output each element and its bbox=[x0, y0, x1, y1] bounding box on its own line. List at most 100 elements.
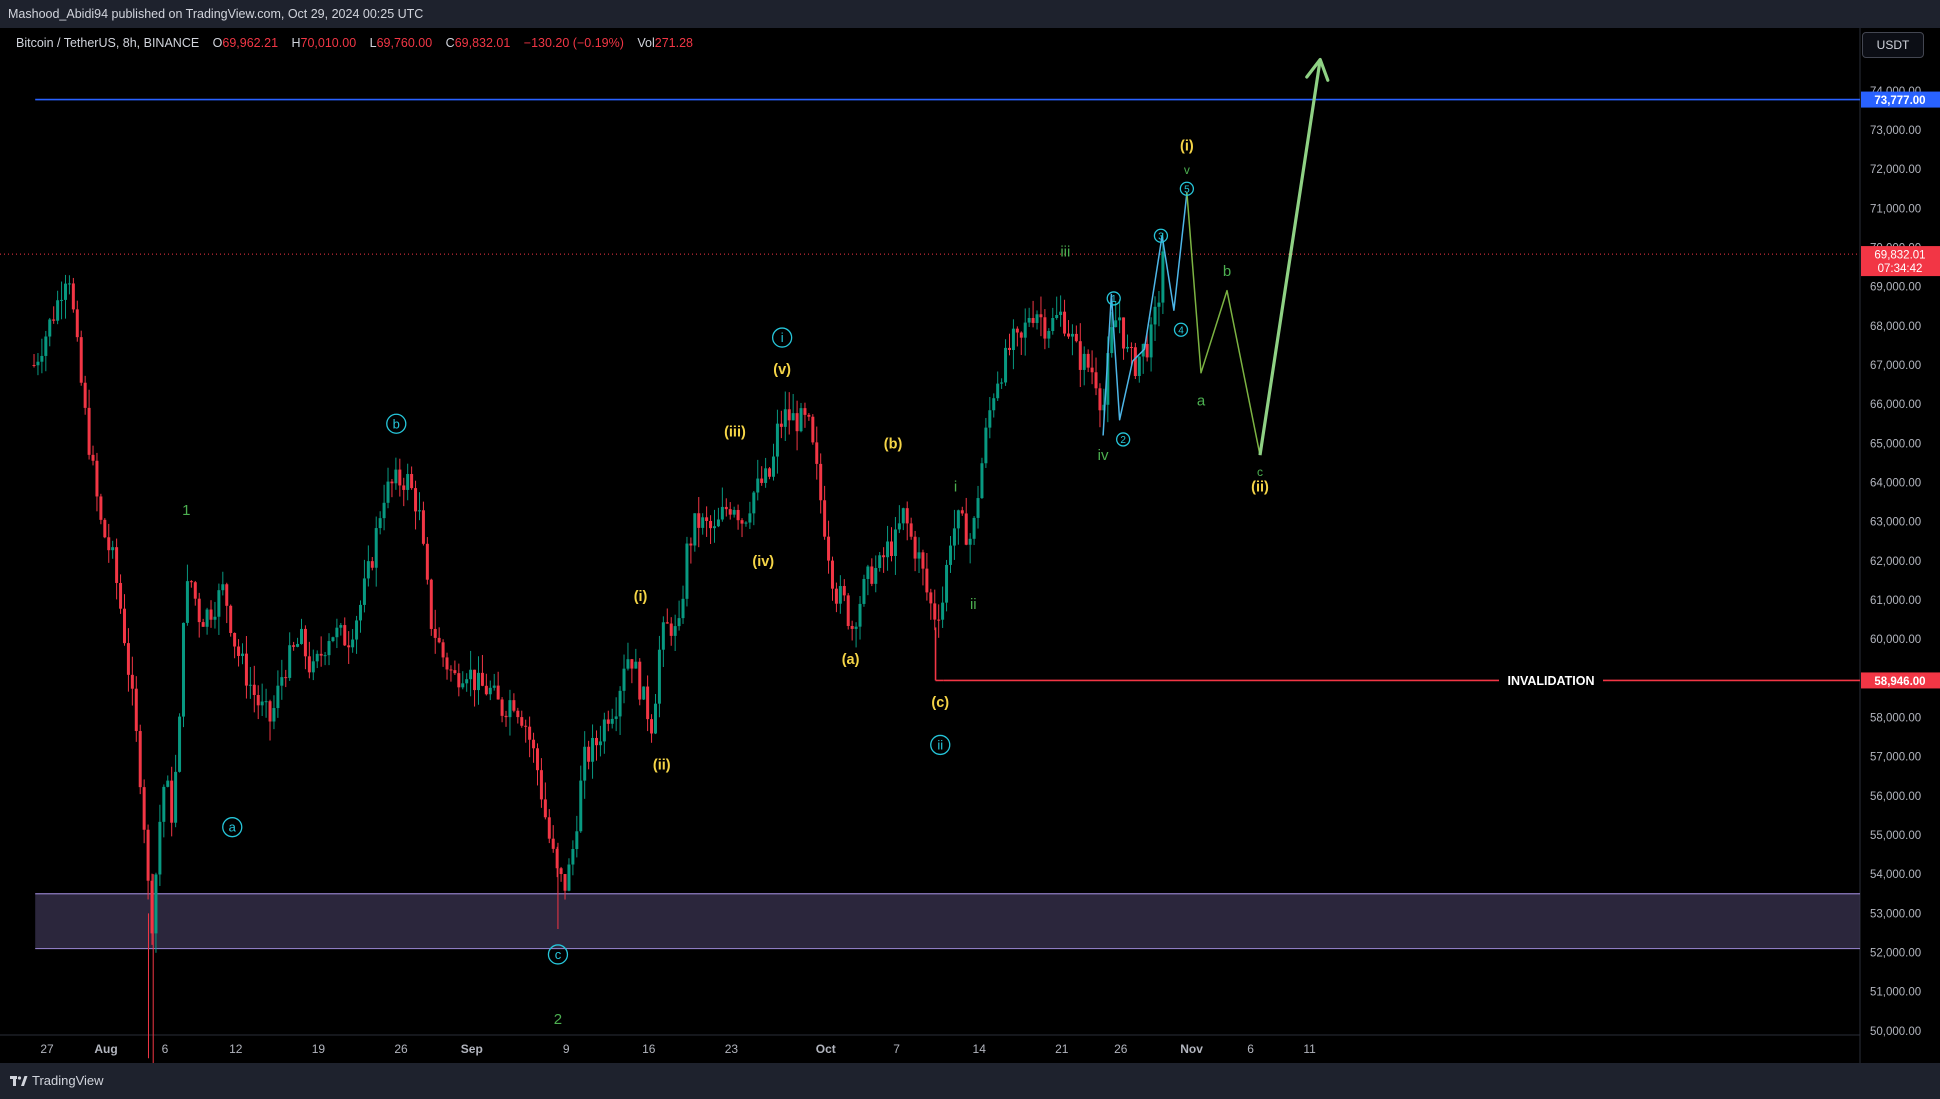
time-axis-label: 27 bbox=[40, 1042, 54, 1056]
candle-body bbox=[1149, 324, 1153, 358]
candle-body bbox=[181, 622, 185, 717]
candle-body bbox=[197, 598, 201, 623]
time-axis-label: Nov bbox=[1180, 1042, 1203, 1056]
candle-body bbox=[374, 528, 378, 568]
symbol-title: Bitcoin / TetherUS, 8h, BINANCE bbox=[16, 36, 200, 50]
candle-body bbox=[677, 618, 681, 627]
wave-label: (i) bbox=[634, 589, 648, 605]
candle-body bbox=[886, 541, 890, 558]
candle-body bbox=[614, 716, 618, 719]
candle-body bbox=[795, 413, 799, 432]
candle-body bbox=[56, 300, 60, 321]
candle-body bbox=[555, 848, 559, 869]
candle-body bbox=[1114, 320, 1118, 328]
candle-body bbox=[217, 590, 221, 617]
time-axis-label: Aug bbox=[94, 1042, 117, 1056]
price-tag bbox=[1861, 91, 1940, 108]
currency-button[interactable]: USDT bbox=[1862, 32, 1924, 58]
candle-body bbox=[347, 645, 351, 648]
candle-body bbox=[252, 684, 256, 696]
candle-body bbox=[130, 674, 134, 689]
candle-body bbox=[716, 519, 720, 527]
candle-body bbox=[107, 537, 111, 551]
candle-body bbox=[433, 628, 437, 638]
candle-body bbox=[240, 653, 244, 656]
candle-body bbox=[964, 513, 968, 545]
candle-body bbox=[535, 748, 539, 771]
candle-body bbox=[693, 513, 697, 546]
candle-body bbox=[512, 700, 516, 711]
candle-body bbox=[170, 780, 174, 823]
candle-body bbox=[846, 595, 850, 626]
candle-body bbox=[728, 509, 732, 515]
low-value: 69,760.00 bbox=[376, 36, 433, 50]
candle-body bbox=[712, 526, 716, 529]
wave-label: 5 bbox=[1184, 184, 1190, 195]
time-axis-label: 9 bbox=[563, 1042, 570, 1056]
candle-body bbox=[1019, 332, 1023, 338]
candle-body bbox=[410, 474, 414, 489]
candle-body bbox=[150, 880, 154, 934]
candle-body bbox=[292, 645, 296, 647]
wave-label: (iv) bbox=[752, 554, 774, 570]
candle-body bbox=[189, 581, 193, 583]
candle-body bbox=[591, 737, 595, 762]
candle-body bbox=[95, 460, 99, 497]
candle-body bbox=[99, 496, 103, 520]
candle-body bbox=[75, 309, 79, 338]
time-axis-label: Oct bbox=[816, 1042, 836, 1056]
candle-body bbox=[1000, 382, 1004, 384]
time-axis-label: 26 bbox=[394, 1042, 408, 1056]
candle-body bbox=[771, 456, 775, 477]
tradingview-brand[interactable]: TradingView bbox=[10, 1070, 104, 1092]
wave-label: 1 bbox=[182, 502, 190, 519]
time-axis-label: 26 bbox=[1114, 1042, 1128, 1056]
candle-body bbox=[296, 643, 300, 647]
candle-body bbox=[323, 655, 327, 657]
brand-name: TradingView bbox=[32, 1073, 104, 1088]
candle-body bbox=[657, 649, 661, 704]
candle-body bbox=[701, 517, 705, 528]
candle-body bbox=[992, 398, 996, 411]
candle-body bbox=[437, 637, 441, 643]
close-label: C bbox=[445, 36, 455, 50]
price-chart[interactable]: INVALIDATION 12abc(i)(ii)(iii)(iv)(v)i(a… bbox=[0, 28, 1940, 1063]
candle-body bbox=[917, 552, 921, 559]
candle-body bbox=[48, 319, 52, 337]
candle-body bbox=[1043, 317, 1047, 339]
candle-body bbox=[327, 641, 331, 656]
candle-body bbox=[355, 620, 359, 640]
candle-body bbox=[929, 592, 933, 604]
candle-body bbox=[551, 838, 555, 849]
candle-body bbox=[40, 355, 44, 362]
candle-body bbox=[508, 700, 512, 718]
wave-label: (i) bbox=[1180, 139, 1194, 155]
open-value: 69,962.21 bbox=[222, 36, 279, 50]
candle-body bbox=[811, 416, 815, 443]
candle-body bbox=[115, 547, 119, 583]
candle-body bbox=[91, 454, 95, 461]
wave-label: (v) bbox=[773, 362, 791, 378]
wave-label-circle bbox=[1173, 322, 1189, 337]
candle-body bbox=[425, 543, 429, 580]
demand-zone bbox=[35, 893, 1861, 949]
candle-body bbox=[705, 517, 709, 521]
candle-body bbox=[1015, 328, 1019, 333]
candle-body bbox=[980, 463, 984, 499]
wave-label: 1 bbox=[1111, 294, 1117, 305]
candle-body bbox=[819, 463, 823, 501]
candle-body bbox=[111, 547, 115, 551]
candle-body bbox=[1023, 322, 1027, 338]
candle-body bbox=[1110, 327, 1114, 354]
candle-body bbox=[1055, 314, 1059, 319]
target-arrow bbox=[1258, 59, 1322, 456]
wave-label-circle bbox=[1106, 291, 1121, 306]
price-axis-label: 50,000.00 bbox=[1870, 1026, 1921, 1038]
candle-body bbox=[445, 657, 449, 670]
candle-body bbox=[579, 780, 583, 832]
candle-body bbox=[185, 581, 189, 623]
wave-label: 2 bbox=[554, 1011, 562, 1028]
candle-body bbox=[260, 701, 264, 706]
wave-label: iii bbox=[1060, 243, 1070, 260]
candle-body bbox=[421, 510, 425, 544]
